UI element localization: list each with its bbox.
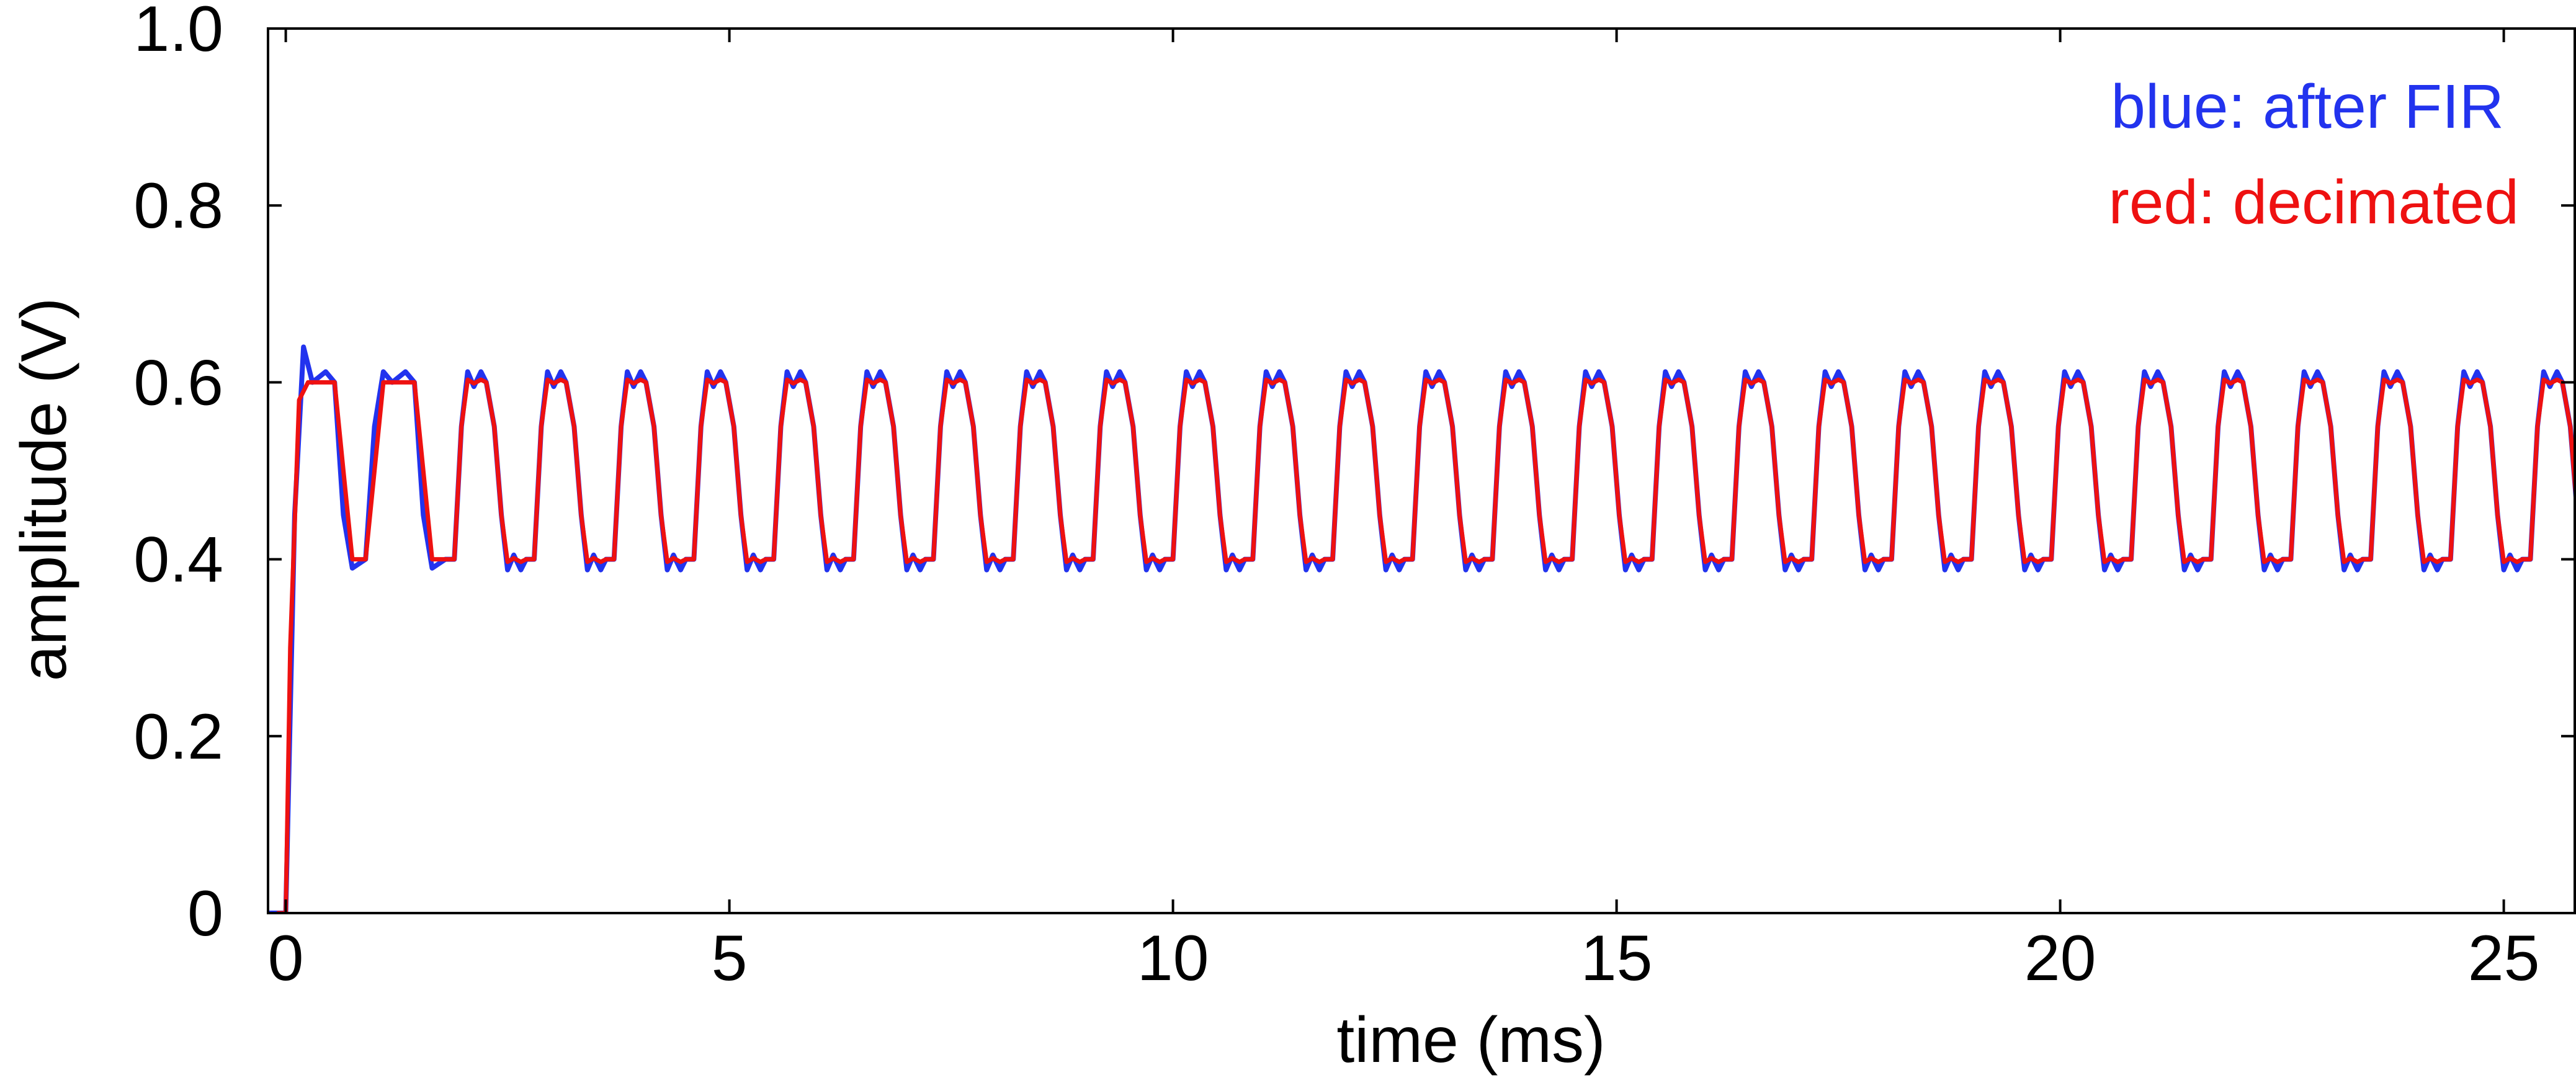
y-tick-label: 0.6 <box>133 347 223 419</box>
y-axis-label: amplitude (V) <box>8 298 80 681</box>
x-tick-label: 20 <box>2024 922 2096 994</box>
x-axis-label: time (ms) <box>1336 1004 1605 1076</box>
y-axis-ticks: 0 0.2 0.4 0.6 0.8 1.0 <box>133 0 2575 950</box>
x-tick-label: 0 <box>268 922 304 994</box>
legend-entry-after-fir: blue: after FIR <box>2111 72 2504 141</box>
x-tick-label: 15 <box>1581 922 1653 994</box>
y-tick-label: 1.0 <box>133 0 223 65</box>
x-tick-label: 5 <box>712 922 748 994</box>
y-tick-label: 0.8 <box>133 170 223 242</box>
x-axis-ticks: 0 5 10 15 20 25 <box>268 29 2540 994</box>
legend-entry-decimated: red: decimated <box>2109 167 2519 237</box>
y-tick-label: 0 <box>187 878 223 950</box>
x-tick-label: 10 <box>1137 922 1209 994</box>
series-layer <box>268 344 2575 913</box>
series-line-decimated <box>277 377 2575 913</box>
x-tick-label: 25 <box>2468 922 2540 994</box>
y-tick-label: 0.2 <box>133 701 223 773</box>
plot-frame <box>267 27 2576 914</box>
y-tick-label: 0.4 <box>133 524 223 596</box>
